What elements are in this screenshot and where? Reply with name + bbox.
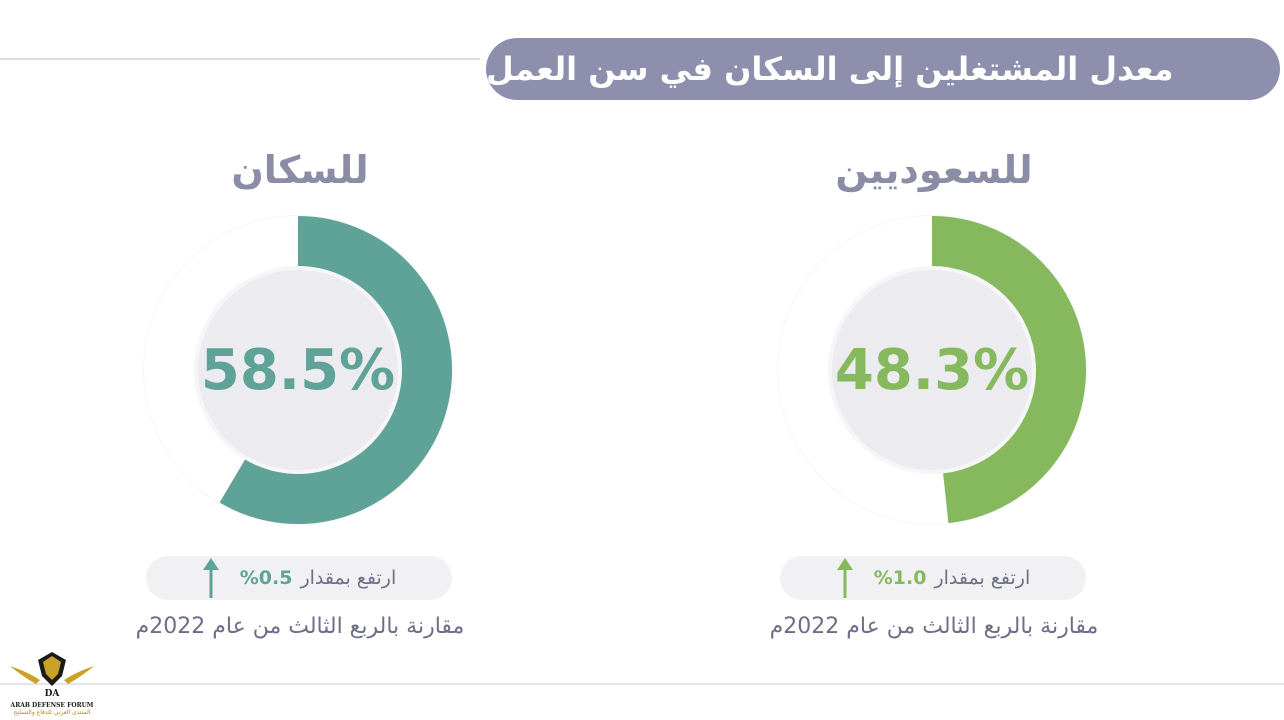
percentage-value: 58.5% <box>200 337 396 403</box>
donut-value-arc <box>219 216 452 524</box>
eagle-emblem-icon: DA <box>10 652 94 699</box>
donut-inner <box>832 270 1032 470</box>
donut-chart-population: 58.5% <box>138 210 458 530</box>
card-title-saudis: للسعوديين <box>835 148 1033 192</box>
watermark-text-ar: المنتدى العربي للدفاع والتسليح <box>13 709 91 716</box>
footer-divider-line <box>0 683 1284 685</box>
arrow-up-icon <box>202 558 219 598</box>
change-badge: ارتفع بمقدار %1.0 <box>780 556 1086 600</box>
change-label: ارتفع بمقدار <box>934 567 1031 589</box>
donut-inner <box>198 270 398 470</box>
page-title: معدل المشتغلين إلى السكان في سن العمل <box>486 38 1280 100</box>
percentage-value: 48.3% <box>834 337 1030 403</box>
comparison-note: مقارنة بالربع الثالث من عام 2022م <box>769 614 1099 639</box>
card-title-population: للسكان <box>231 148 369 192</box>
donut-value-arc <box>931 216 1086 524</box>
change-label: ارتفع بمقدار <box>300 567 397 589</box>
watermark-text-en: ARAB DEFENSE FORUM <box>10 702 94 709</box>
change-badge: ارتفع بمقدار %0.5 <box>146 556 452 600</box>
donut-svg-population <box>143 215 453 525</box>
donut-svg-saudis <box>777 215 1087 525</box>
logo-monogram: DA <box>45 689 61 698</box>
population-card: للسكان 58.5% ارتفع بمقدار %0.5 مقارنة با… <box>20 140 580 660</box>
change-value: %1.0 <box>873 567 927 589</box>
header-divider-line <box>0 58 480 60</box>
saudis-card: للسعوديين 48.3% ارتفع بمقدار %1.0 مقارنة… <box>654 140 1214 660</box>
comparison-note: مقارنة بالربع الثالث من عام 2022م <box>135 614 465 639</box>
arrow-up-icon <box>836 558 853 598</box>
change-value: %0.5 <box>239 567 293 589</box>
donut-chart-saudis: 48.3% <box>772 210 1092 530</box>
watermark-logo: DA ARAB DEFENSE FORUM المنتدى العربي للد… <box>6 646 98 718</box>
